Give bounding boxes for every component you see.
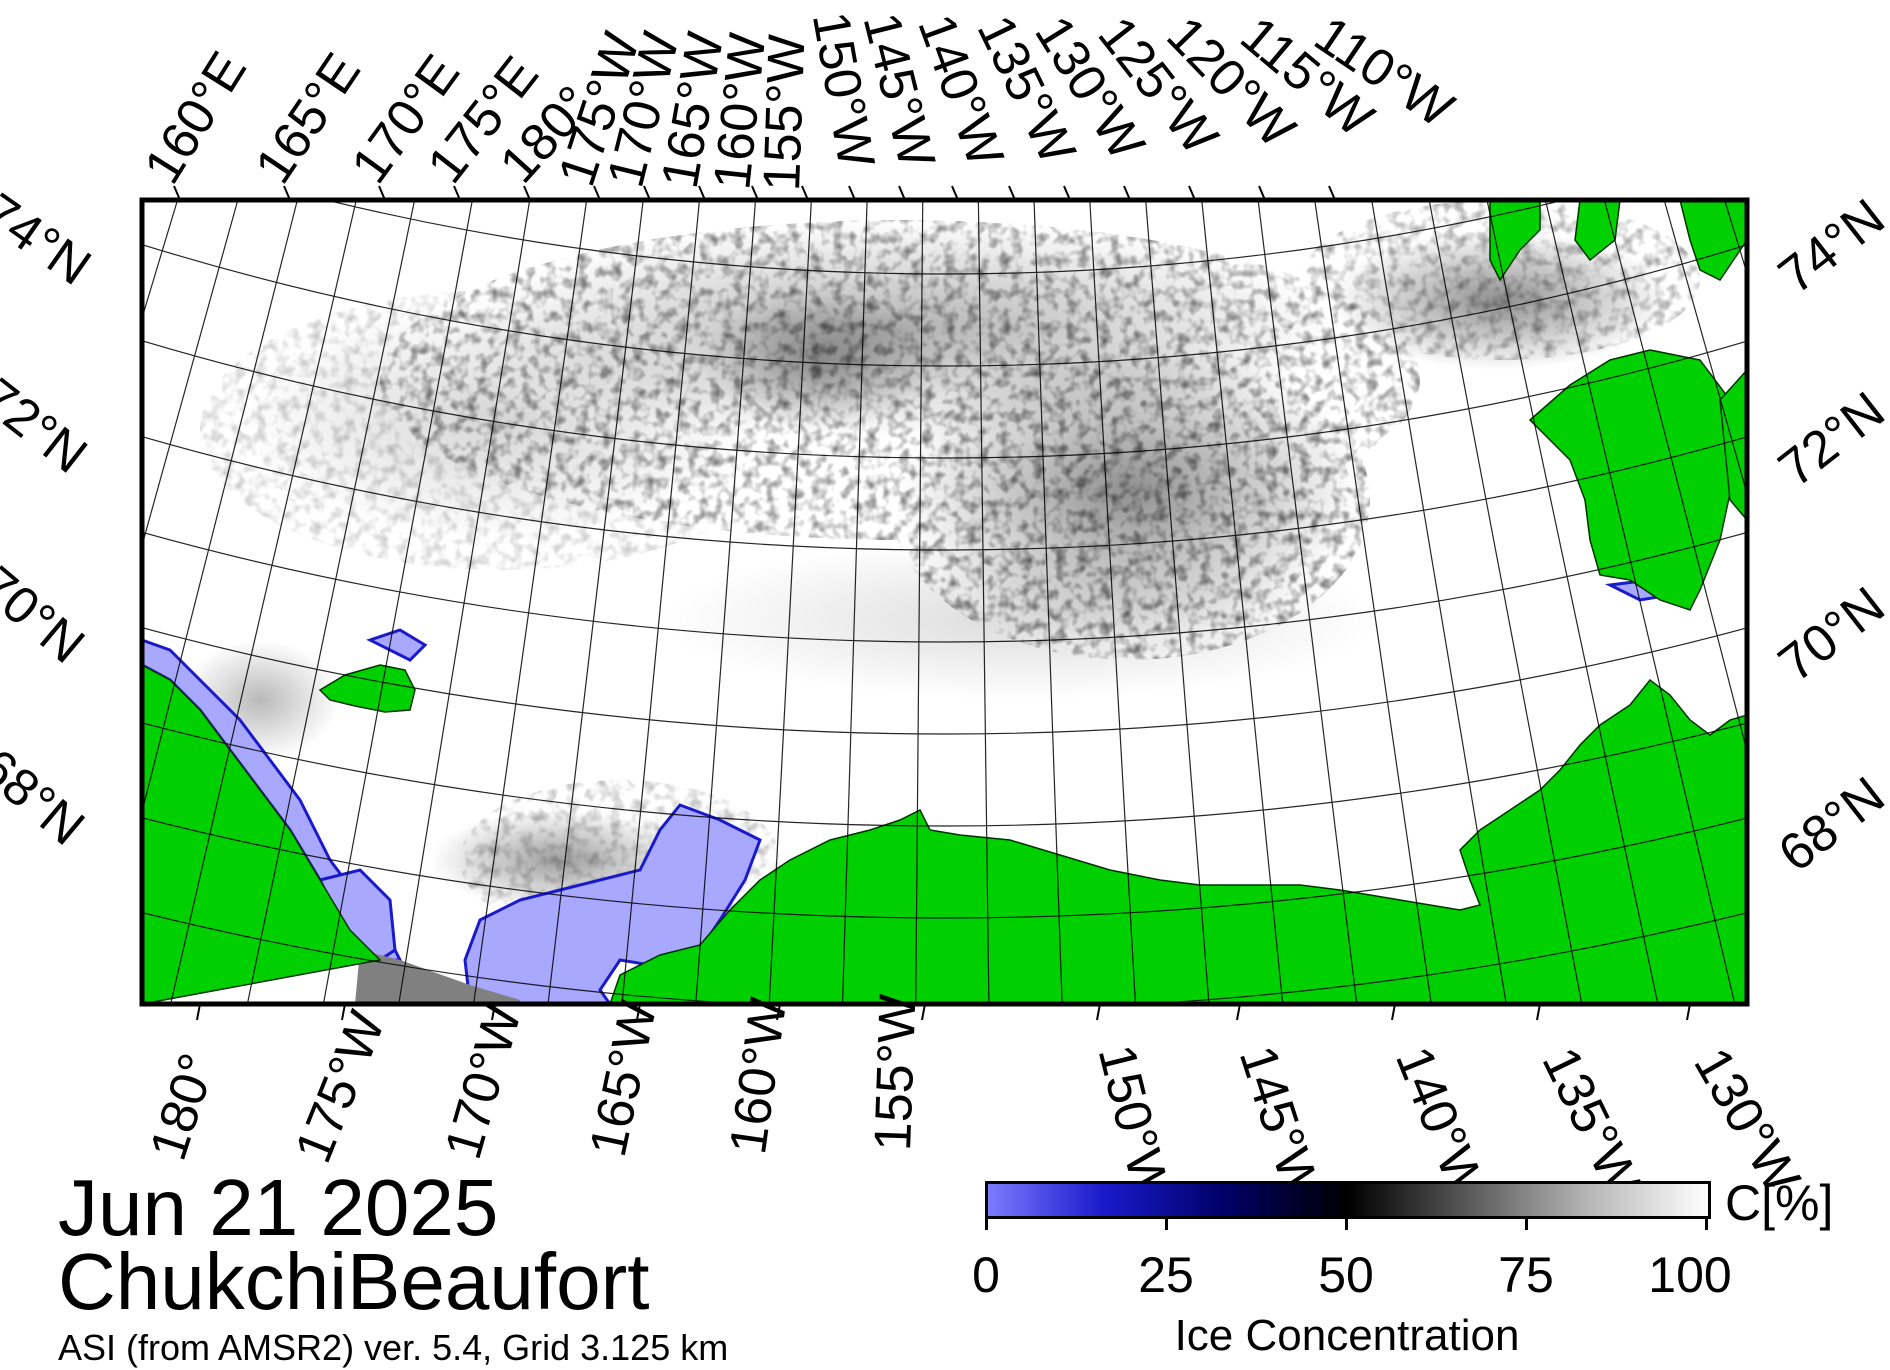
colorbar-tick-label: 25 — [1138, 1247, 1194, 1303]
region-name: ChukchiBeaufort — [58, 1237, 650, 1326]
frame-tick — [1008, 185, 1016, 201]
meridian-line — [1371, 200, 1507, 1004]
frame-tick — [1328, 185, 1336, 201]
meridian-line — [1544, 200, 1736, 1004]
bottom-lon-label: 155°W — [864, 993, 928, 1152]
meridian-line — [1428, 200, 1583, 1004]
frame-tick — [173, 185, 181, 201]
frame-tick — [848, 185, 856, 201]
meridian-line — [547, 200, 644, 1004]
meridian-line — [1314, 200, 1432, 1004]
no-data-area — [355, 950, 520, 1004]
meridian-line — [1145, 200, 1210, 1004]
meridian-line — [841, 200, 868, 1004]
frame-tick — [593, 185, 601, 201]
meridian-line — [1486, 200, 1659, 1004]
meridian-line — [170, 200, 357, 1004]
colorbar-tick-label: 50 — [1318, 1247, 1374, 1303]
meridian-line — [977, 200, 990, 1004]
meridian-line — [142, 200, 239, 548]
meridian-line — [246, 200, 416, 1004]
colorbar — [985, 1181, 1711, 1219]
meridian-line — [768, 200, 812, 1004]
map-frame — [139, 197, 1750, 1007]
meridian-line — [621, 200, 701, 1004]
meridian-line — [1257, 200, 1358, 1004]
frame-tick — [341, 1003, 346, 1021]
colorbar-tick — [985, 1216, 988, 1230]
frame-tick — [698, 185, 706, 201]
colorbar-tick — [1525, 1216, 1528, 1230]
open-water-areas — [142, 578, 1674, 1004]
meridian-line — [322, 200, 473, 1004]
meridian-line — [915, 200, 924, 1004]
frame-tick — [801, 185, 809, 201]
colorbar-tick — [1165, 1216, 1168, 1230]
frame-tick — [1258, 185, 1266, 201]
colorbar-title: Ice Concentration — [1174, 1311, 1520, 1360]
meridian-line — [1089, 200, 1137, 1004]
frame-tick — [1188, 185, 1196, 201]
graticule — [142, 200, 1747, 1004]
frame-tick — [1063, 185, 1071, 201]
meridian-line — [398, 200, 531, 1004]
colorbar-tick-label: 75 — [1498, 1247, 1554, 1303]
meridian-line — [695, 200, 757, 1004]
frame-tick — [1236, 1003, 1241, 1021]
frame-tick — [921, 1003, 926, 1021]
meridian-line — [1201, 200, 1284, 1004]
colorbar-tick-label: 100 — [1648, 1247, 1732, 1303]
frame-tick — [283, 185, 291, 201]
frame-tick — [523, 185, 531, 201]
land-areas — [142, 200, 1747, 1004]
colorbar-tick — [1345, 1216, 1348, 1230]
frame-tick — [1123, 185, 1131, 201]
map-date: Jun 21 2025 — [58, 1163, 499, 1252]
frame-tick — [776, 1003, 781, 1021]
frame-tick — [951, 185, 959, 201]
frame-tick — [1686, 1003, 1691, 1021]
meridian-line — [473, 200, 588, 1004]
frame-tick — [751, 185, 759, 201]
meridian-line — [1603, 200, 1747, 754]
frame-tick — [643, 185, 651, 201]
product-info: ASI (from AMSR2) ver. 5.4, Grid 3.125 km — [58, 1327, 729, 1368]
frame-ticks — [173, 185, 1691, 1021]
frame-tick — [636, 1003, 641, 1021]
frame-tick — [1096, 1003, 1101, 1021]
frame-tick — [491, 1003, 496, 1021]
meridian-line — [1033, 200, 1063, 1004]
frame-tick — [453, 185, 461, 201]
colorbar-unit: C[%] — [1725, 1175, 1834, 1231]
colorbar-tick-label: 0 — [972, 1247, 1000, 1303]
top-lon-label: 155°W — [753, 33, 817, 193]
meridian-line — [142, 200, 299, 815]
frame-tick — [898, 185, 906, 201]
frame-tick — [1536, 1003, 1541, 1021]
frame-tick — [196, 1003, 201, 1021]
frame-tick — [1391, 1003, 1396, 1021]
colorbar-tick — [1705, 1216, 1708, 1230]
frame-tick — [378, 185, 386, 201]
